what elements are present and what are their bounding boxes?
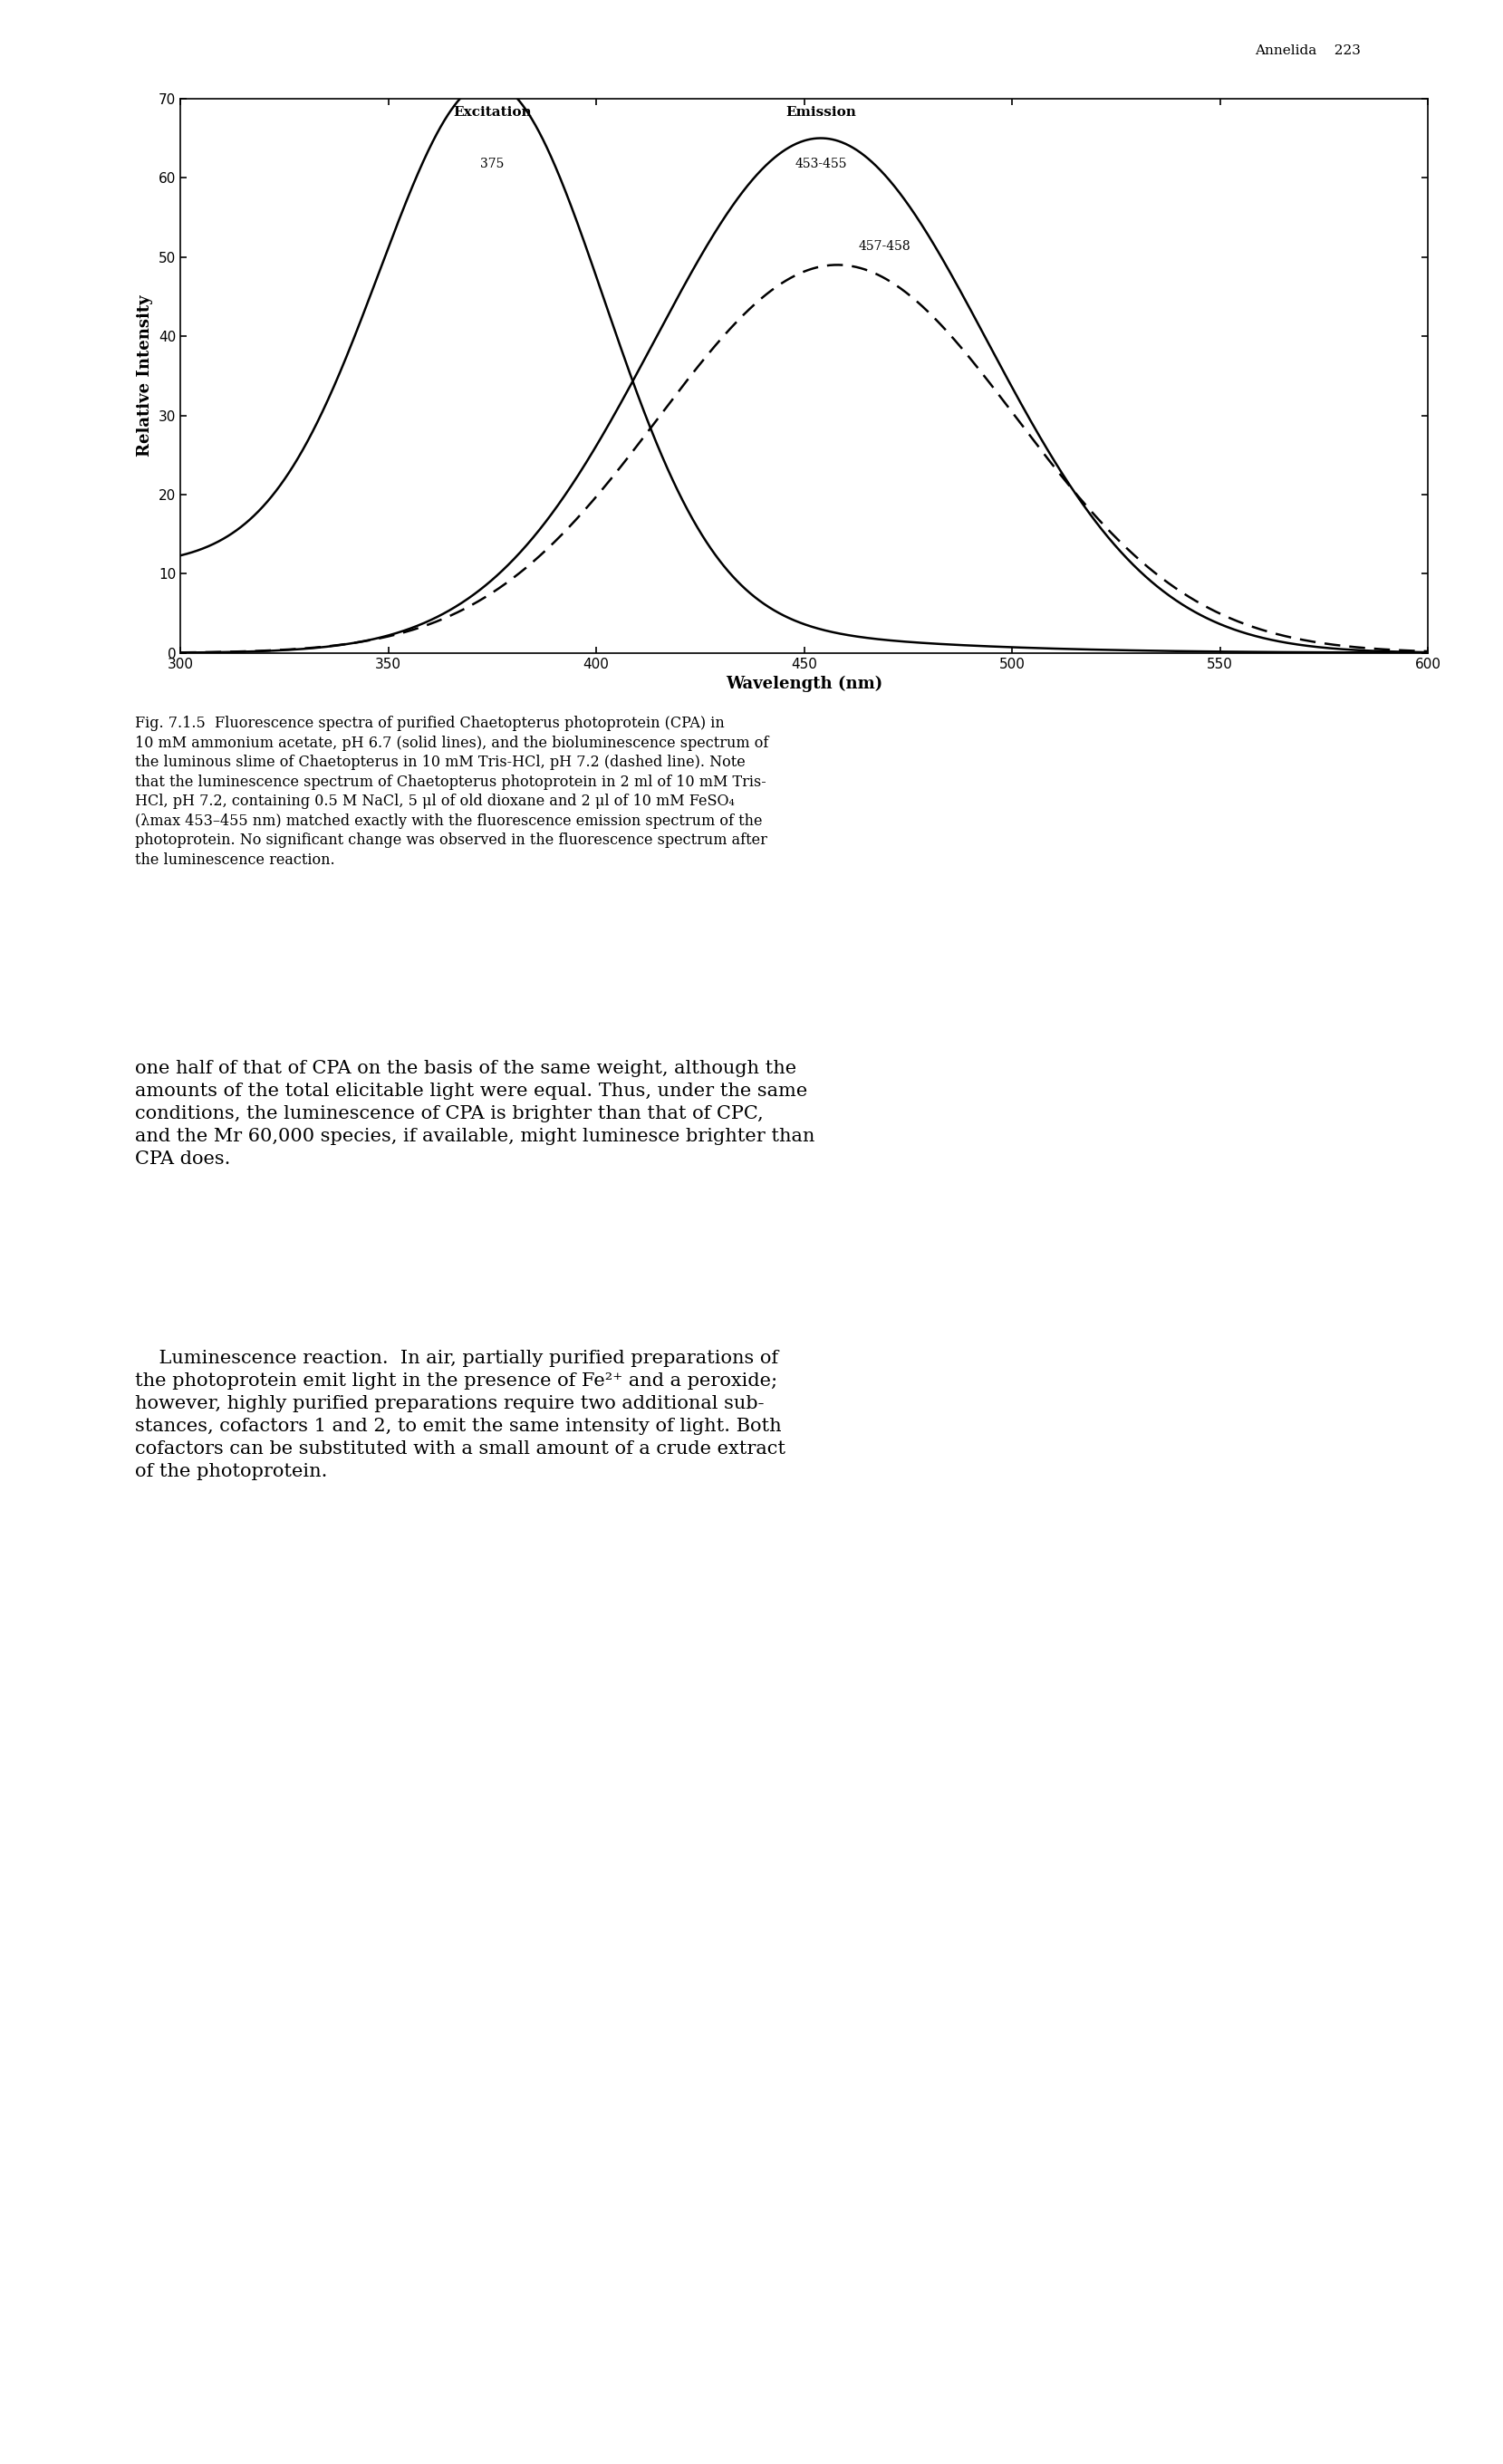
Text: Fig. 7.1.5  Fluorescence spectra of purified Chaetopterus photoprotein (CPA) in
: Fig. 7.1.5 Fluorescence spectra of purif… — [135, 715, 770, 867]
Text: 375: 375 — [481, 158, 504, 170]
Text: 457-458: 457-458 — [858, 241, 911, 254]
Text: Excitation: Excitation — [452, 106, 532, 118]
Text: 453-455: 453-455 — [795, 158, 846, 170]
Text: Luminescence reaction.  In air, partially purified preparations of
the photoprot: Luminescence reaction. In air, partially… — [135, 1350, 786, 1481]
Text: Annelida    223: Annelida 223 — [1255, 44, 1360, 57]
Text: one half of that of CPA on the basis of the same weight, although the
amounts of: one half of that of CPA on the basis of … — [135, 1060, 815, 1168]
X-axis label: Wavelength (nm): Wavelength (nm) — [726, 675, 882, 692]
Text: Emission: Emission — [786, 106, 857, 118]
Y-axis label: Relative Intensity: Relative Intensity — [137, 296, 153, 456]
